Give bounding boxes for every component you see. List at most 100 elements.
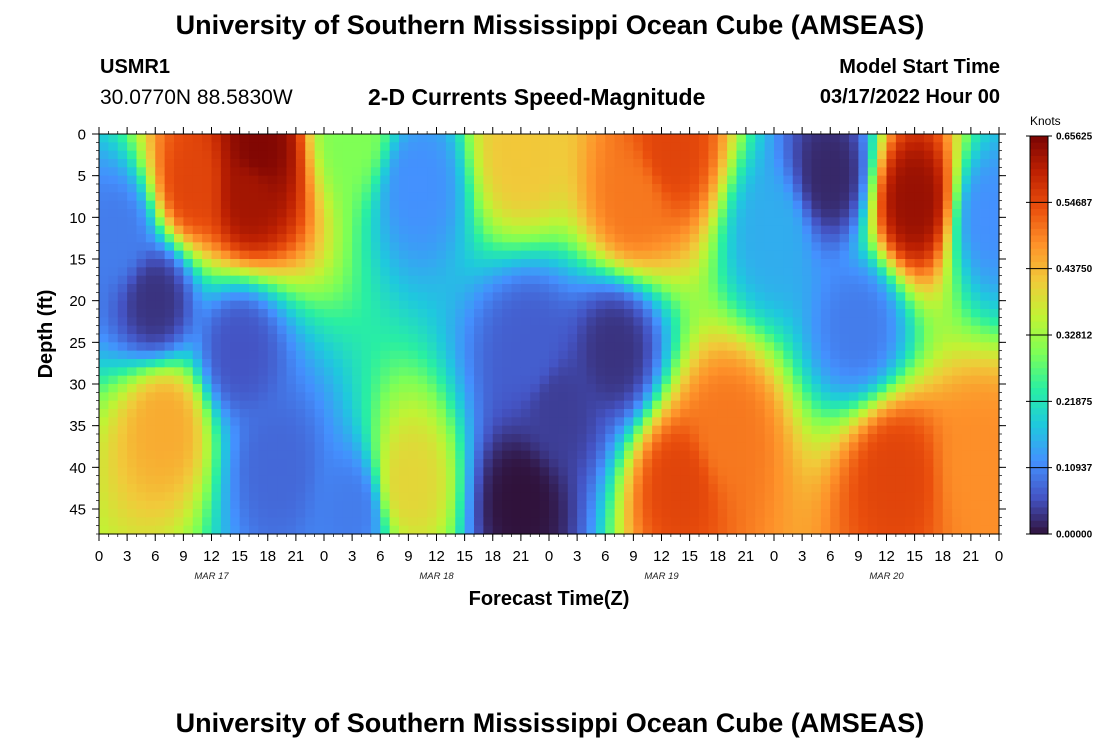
heatmap-cell bbox=[258, 500, 269, 510]
heatmap-cell bbox=[661, 359, 672, 368]
heatmap-cell bbox=[727, 192, 738, 202]
heatmap-cell bbox=[239, 142, 250, 152]
heatmap-cell bbox=[586, 400, 597, 410]
heatmap-cell bbox=[502, 509, 513, 518]
heatmap-cell bbox=[567, 484, 578, 493]
heatmap-cell bbox=[924, 492, 934, 502]
heatmap-cell bbox=[483, 267, 494, 277]
heatmap-cell bbox=[783, 159, 794, 168]
x-tick-label: 21 bbox=[288, 548, 305, 565]
heatmap-cell bbox=[136, 242, 147, 252]
heatmap-cell bbox=[970, 234, 981, 243]
heatmap-cell bbox=[783, 442, 794, 452]
heatmap-cell bbox=[595, 467, 606, 477]
heatmap-cell bbox=[624, 375, 634, 385]
heatmap-cell bbox=[736, 350, 747, 360]
heatmap-cell bbox=[127, 425, 138, 435]
heatmap-cell bbox=[567, 509, 578, 518]
heatmap-cell bbox=[108, 325, 119, 335]
heatmap-cell bbox=[502, 525, 513, 535]
heatmap-cell bbox=[511, 359, 522, 368]
heatmap-cell bbox=[924, 350, 934, 360]
x-tick-label: 18 bbox=[709, 548, 726, 565]
heatmap-cell bbox=[174, 459, 184, 468]
heatmap-cell bbox=[539, 384, 550, 393]
heatmap-cell bbox=[370, 250, 381, 260]
heatmap-cell bbox=[736, 342, 747, 352]
heatmap-cell bbox=[230, 467, 241, 477]
heatmap-cell bbox=[586, 209, 597, 218]
heatmap-cell bbox=[342, 500, 353, 510]
heatmap-cell bbox=[952, 392, 963, 402]
heatmap-cell bbox=[614, 442, 625, 452]
heatmap-cell bbox=[342, 417, 353, 427]
heatmap-cell bbox=[267, 159, 278, 168]
heatmap-cell bbox=[399, 209, 409, 218]
heatmap-cell bbox=[642, 284, 653, 293]
heatmap-cell bbox=[277, 517, 288, 527]
heatmap-cell bbox=[980, 392, 991, 402]
heatmap-cell bbox=[117, 267, 128, 277]
heatmap-cell bbox=[399, 309, 409, 318]
heatmap-cell bbox=[961, 475, 972, 485]
heatmap-cell bbox=[567, 242, 578, 252]
heatmap-cell bbox=[914, 367, 925, 377]
heatmap-cell bbox=[324, 184, 334, 193]
heatmap-cell bbox=[595, 459, 606, 468]
heatmap-cell bbox=[211, 300, 222, 310]
heatmap-cell bbox=[352, 425, 363, 435]
heatmap-cell bbox=[267, 234, 278, 243]
heatmap-cell bbox=[905, 425, 916, 435]
heatmap-cell bbox=[464, 184, 475, 193]
heatmap-cell bbox=[174, 259, 184, 268]
heatmap-cell bbox=[839, 309, 850, 318]
heatmap-cell bbox=[389, 350, 400, 360]
heatmap-cell bbox=[145, 442, 156, 452]
heatmap-cell bbox=[661, 467, 672, 477]
heatmap-cell bbox=[305, 259, 316, 268]
heatmap-cell bbox=[249, 484, 259, 493]
heatmap-cell bbox=[652, 234, 663, 243]
heatmap-cell bbox=[877, 392, 888, 402]
heatmap-cell bbox=[633, 259, 644, 268]
heatmap-cell bbox=[361, 167, 372, 177]
heatmap-cell bbox=[886, 334, 897, 343]
heatmap-cell bbox=[633, 375, 644, 385]
heatmap-cell bbox=[314, 467, 325, 477]
heatmap-cell bbox=[699, 300, 709, 310]
heatmap-cell bbox=[961, 142, 972, 152]
heatmap-cell bbox=[314, 317, 325, 327]
heatmap-cell bbox=[830, 484, 841, 493]
heatmap-cell bbox=[924, 367, 934, 377]
heatmap-cell bbox=[333, 459, 344, 468]
heatmap-cell bbox=[577, 484, 588, 493]
heatmap-cell bbox=[830, 209, 841, 218]
heatmap-cell bbox=[745, 300, 756, 310]
heatmap-cell bbox=[811, 325, 822, 335]
heatmap-cell bbox=[249, 167, 259, 177]
heatmap-cell bbox=[530, 342, 541, 352]
heatmap-cell bbox=[867, 467, 878, 477]
heatmap-cell bbox=[520, 175, 531, 185]
heatmap-cell bbox=[745, 167, 756, 177]
heatmap-cell bbox=[305, 167, 316, 177]
heatmap-cell bbox=[417, 442, 428, 452]
heatmap-cell bbox=[942, 359, 953, 368]
heatmap-cell bbox=[211, 259, 222, 268]
heatmap-cell bbox=[417, 225, 428, 235]
heatmap-cell bbox=[980, 142, 991, 152]
heatmap-cell bbox=[802, 392, 813, 402]
heatmap-cell bbox=[980, 267, 991, 277]
heatmap-cell bbox=[464, 509, 475, 518]
heatmap-cell bbox=[783, 484, 794, 493]
heatmap-cell bbox=[792, 317, 803, 327]
heatmap-cell bbox=[174, 384, 184, 393]
heatmap-cell bbox=[520, 250, 531, 260]
heatmap-cell bbox=[286, 375, 297, 385]
heatmap-cell bbox=[230, 392, 241, 402]
heatmap-cell bbox=[305, 134, 316, 143]
heatmap-cell bbox=[942, 159, 953, 168]
heatmap-cell bbox=[99, 367, 109, 377]
heatmap-cell bbox=[924, 425, 934, 435]
heatmap-cell bbox=[642, 225, 653, 235]
